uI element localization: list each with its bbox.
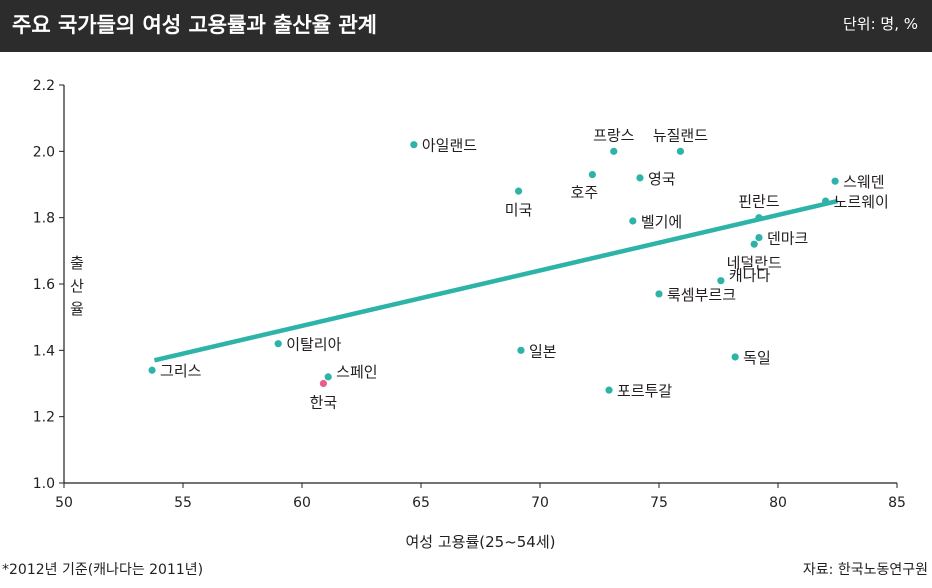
point-label: 영국 <box>648 170 676 188</box>
data-point <box>822 197 830 205</box>
point-label: 포르투갈 <box>617 382 672 400</box>
data-point <box>636 174 644 182</box>
y-tick-label: 1.8 <box>33 211 55 227</box>
data-point <box>148 366 156 374</box>
point-label: 독일 <box>743 349 771 367</box>
axes: 1.0 1.2 1.4 1.6 1.8 2.0 2.2 50 55 60 65 70 75 80 85 여성 … <box>33 78 906 551</box>
y-axis-title-char: 산 <box>70 277 84 295</box>
y-axis-title-char: 율 <box>70 300 84 318</box>
footnote: *2012년 기준(캐나다는 2011년) <box>2 562 204 578</box>
y-tick-label: 1.6 <box>33 277 55 293</box>
x-axis-title: 여성 고용률(25~54세) <box>405 533 555 551</box>
points-layer <box>148 141 839 394</box>
y-tick-label: 1.4 <box>33 343 55 359</box>
y-tick-label: 2.2 <box>33 78 55 94</box>
x-tick-label: 55 <box>174 495 192 511</box>
trendline-layer <box>153 198 839 363</box>
point-label: 룩셈부르크 <box>667 286 736 304</box>
point-label: 뉴질랜드 <box>653 126 708 144</box>
x-tick-label: 65 <box>412 495 430 511</box>
data-point <box>274 340 282 348</box>
data-point <box>610 147 618 155</box>
data-point <box>676 147 685 155</box>
point-label: 스웨덴 <box>843 173 884 191</box>
source-note: 자료: 한국노동연구원 <box>802 562 928 578</box>
data-point <box>517 346 525 354</box>
data-point <box>605 386 613 394</box>
x-tick-label: 85 <box>888 495 906 511</box>
x-tick-label: 50 <box>55 495 73 511</box>
data-point <box>629 217 637 225</box>
trend-line <box>153 198 839 363</box>
point-label: 네덜란드 <box>727 254 782 272</box>
data-point <box>319 379 328 388</box>
data-point <box>717 277 725 285</box>
data-point <box>588 170 596 179</box>
data-point <box>324 373 332 381</box>
data-point <box>410 141 418 149</box>
point-label: 그리스 <box>160 362 202 380</box>
data-point <box>514 187 523 195</box>
y-tick-label: 1.0 <box>33 476 55 492</box>
chart-header: 주요 국가들의 여성 고용률과 출산율 관계 단위: 명, % <box>0 0 932 52</box>
point-label: 이탈리아 <box>286 336 341 354</box>
point-label: 호주 <box>571 184 599 202</box>
unit-label: 단위: 명, % <box>842 15 918 33</box>
point-label: 핀란드 <box>738 193 780 211</box>
point-label: 아일랜드 <box>422 137 477 155</box>
point-label: 미국 <box>505 201 533 219</box>
x-tick-label: 60 <box>293 495 311 511</box>
point-label: 프랑스 <box>593 126 635 144</box>
point-label: 벨기에 <box>641 213 682 231</box>
point-label: 한국 <box>310 394 338 412</box>
point-label: 일본 <box>529 342 557 360</box>
y-tick-label: 2.0 <box>33 144 55 160</box>
data-point <box>731 353 739 361</box>
point-label: 캐나다 <box>729 267 771 285</box>
x-tick-label: 80 <box>769 495 787 511</box>
point-label: 덴마크 <box>767 230 808 248</box>
y-axis-title-char: 출 <box>70 254 84 272</box>
data-point <box>750 240 758 248</box>
y-tick-label: 1.2 <box>33 410 55 426</box>
data-point <box>655 290 663 298</box>
point-label: 노르웨이 <box>834 193 889 211</box>
data-point <box>755 233 763 242</box>
chart-title: 주요 국가들의 여성 고용률과 출산율 관계 <box>12 13 377 37</box>
point-label: 스페인 <box>336 363 377 381</box>
x-tick-label: 70 <box>531 495 549 511</box>
x-tick-label: 75 <box>650 495 668 511</box>
data-point <box>755 214 763 222</box>
data-point <box>831 177 839 185</box>
